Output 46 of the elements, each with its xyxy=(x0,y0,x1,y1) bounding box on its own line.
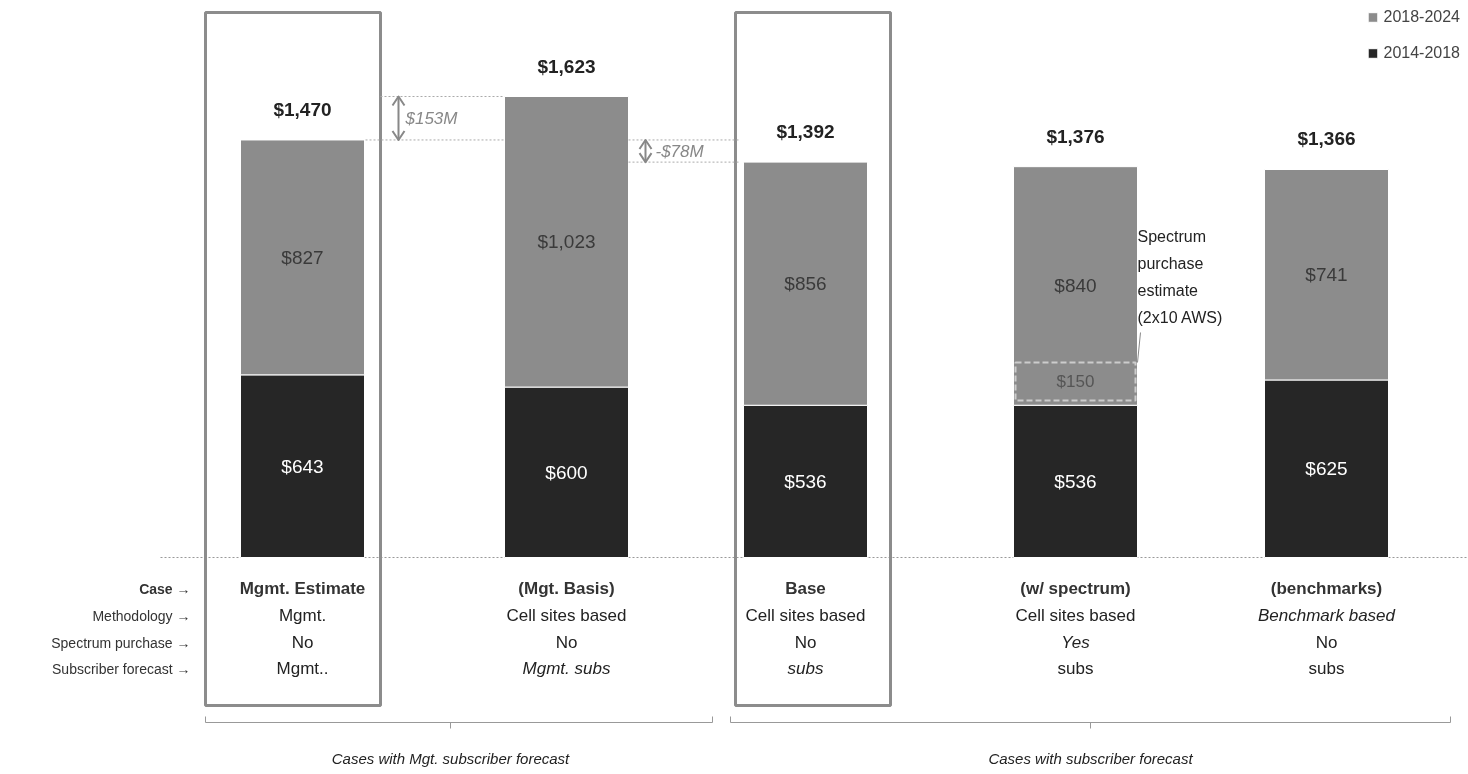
text: Mgmt. xyxy=(278,606,327,625)
text: No xyxy=(794,633,817,652)
text: Case → xyxy=(139,580,191,597)
data-label: $1,023 xyxy=(537,231,596,253)
data-label: $856 xyxy=(784,273,827,295)
x-tick-label: (Mgt. Basis) xyxy=(518,579,615,598)
text: Mgmt. subs xyxy=(522,659,611,678)
text: No xyxy=(555,633,578,652)
data-label: $741 xyxy=(1305,264,1348,286)
legend-label: 2014-2018 xyxy=(1383,44,1460,62)
text: Mgmt.. xyxy=(276,659,329,678)
x-tick-label: Base xyxy=(785,579,826,598)
text: Yes xyxy=(1061,633,1091,652)
text: subs xyxy=(1308,659,1345,678)
annotation: $153M xyxy=(404,108,459,128)
total-label: $1,366 xyxy=(1297,128,1356,150)
x-tick-label: (benchmarks) xyxy=(1270,579,1383,598)
total-label: $1,376 xyxy=(1046,125,1105,147)
data-label: $643 xyxy=(281,455,324,477)
text: Cases with subscriber forecast xyxy=(988,750,1194,767)
total-label: $1,470 xyxy=(273,98,332,120)
data-label: $536 xyxy=(1054,470,1097,492)
text: Cell sites based xyxy=(745,606,866,625)
legend-label: 2018-2024 xyxy=(1383,8,1460,26)
x-tick-label: (w/ spectrum) xyxy=(1020,579,1131,598)
text: Methodology → xyxy=(92,607,191,624)
text: subs xyxy=(787,659,824,678)
annotation: Spectrum purchase estimate (2x10 AWS) xyxy=(1137,228,1223,326)
data-label: $536 xyxy=(784,470,827,492)
text: Cell sites based xyxy=(506,606,627,625)
data-label: $840 xyxy=(1054,275,1097,297)
total-label: $1,623 xyxy=(537,55,596,77)
text: subs xyxy=(1057,659,1094,678)
annotation: -$78M xyxy=(655,141,705,161)
data-label: $600 xyxy=(545,461,588,483)
text: Benchmark based xyxy=(1257,606,1396,625)
text: Cell sites based xyxy=(1015,606,1136,625)
text: Subscriber forecast → xyxy=(52,660,191,677)
text: No xyxy=(1315,633,1338,652)
data-label: $625 xyxy=(1305,458,1348,480)
total-label: $1,392 xyxy=(776,121,835,143)
text: Cases with Mgt. subscriber forecast xyxy=(331,750,571,767)
text: Spectrum purchase → xyxy=(51,634,191,651)
data-label: $827 xyxy=(281,246,324,268)
text: No xyxy=(291,633,314,652)
x-tick-label: Mgmt. Estimate xyxy=(239,579,366,598)
